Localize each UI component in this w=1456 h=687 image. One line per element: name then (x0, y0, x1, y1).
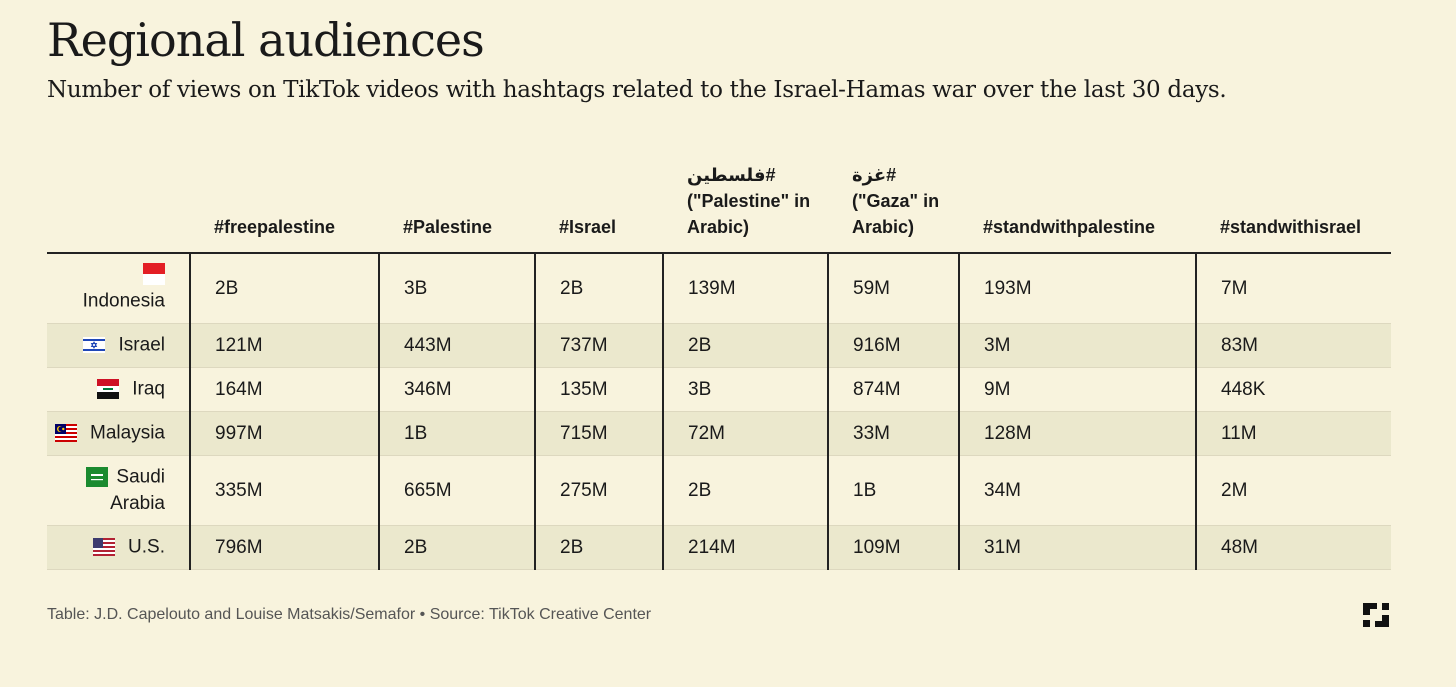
column-header: #standwithisrael (1196, 148, 1391, 254)
table-cell: 135M (534, 367, 663, 412)
header-corner (47, 148, 190, 254)
table-cell: 1B (827, 455, 959, 526)
table-cell: 193M (958, 253, 1196, 324)
saudi-arabia-flag-icon (86, 466, 109, 487)
table-cell: 3B (378, 253, 535, 324)
header-row: #freepalestine #Palestine #Israel #فلسطي… (47, 148, 1391, 254)
israel-flag-icon (83, 337, 106, 354)
table-row: Saudi Arabia 335M 665M 275M 2B 1B 34M 2M (47, 455, 1391, 526)
table-cell: 2B (189, 253, 379, 324)
table-cell: 796M (189, 525, 379, 570)
column-header: #Israel (535, 148, 663, 254)
table-cell: 3M (958, 323, 1196, 368)
table-cell: 11M (1195, 411, 1391, 456)
table-cell: 9M (958, 367, 1196, 412)
table-cell: 2M (1195, 455, 1391, 526)
table-cell: 83M (1195, 323, 1391, 368)
malaysia-flag-icon (54, 424, 77, 443)
table-row: Iraq 164M 346M 135M 3B 874M 9M 448K (47, 367, 1391, 412)
table-cell: 443M (378, 323, 535, 368)
column-header: #فلسطين ("Palestine" in Arabic) (663, 148, 828, 254)
table-row: Israel 121M 443M 737M 2B 916M 3M 83M (47, 323, 1391, 368)
column-header: #standwithpalestine (959, 148, 1196, 254)
table-cell: 2B (378, 525, 535, 570)
row-label: Saudi Arabia (47, 455, 190, 526)
table-cell: 874M (827, 367, 959, 412)
table-cell: 34M (958, 455, 1196, 526)
row-label: U.S. (47, 525, 190, 570)
table-cell: 665M (378, 455, 535, 526)
table-cell: 1B (378, 411, 535, 456)
semafor-logo-icon (1361, 600, 1391, 630)
data-table: #freepalestine #Palestine #Israel #فلسطي… (47, 148, 1391, 570)
table-cell: 997M (189, 411, 379, 456)
table-cell: 2B (534, 253, 663, 324)
table-cell: 916M (827, 323, 959, 368)
table-cell: 346M (378, 367, 535, 412)
column-header: #Palestine (379, 148, 535, 254)
row-label: Iraq (47, 367, 190, 412)
table-cell: 31M (958, 525, 1196, 570)
table-cell: 33M (827, 411, 959, 456)
row-label: Malaysia (47, 411, 190, 456)
table-row: Malaysia 997M 1B 715M 72M 33M 128M 11M (47, 411, 1391, 456)
table-cell: 715M (534, 411, 663, 456)
chart-subtitle: Number of views on TikTok videos with ha… (47, 77, 1227, 103)
column-header: #freepalestine (190, 148, 379, 254)
source-credit: Table: J.D. Capelouto and Louise Matsaki… (47, 606, 652, 623)
table-cell: 7M (1195, 253, 1391, 324)
table-cell: 128M (958, 411, 1196, 456)
table-cell: 109M (827, 525, 959, 570)
row-label: Israel (47, 323, 190, 368)
table-cell: 72M (662, 411, 828, 456)
iraq-flag-icon (96, 379, 119, 400)
indonesia-flag-icon (143, 262, 165, 285)
table-cell: 164M (189, 367, 379, 412)
column-header: #غزة ("Gaza" in Arabic) (828, 148, 959, 254)
table-cell: 2B (662, 455, 828, 526)
table-cell: 48M (1195, 525, 1391, 570)
table-cell: 335M (189, 455, 379, 526)
us-flag-icon (92, 538, 115, 557)
table-cell: 275M (534, 455, 663, 526)
table-cell: 2B (534, 525, 663, 570)
table-cell: 59M (827, 253, 959, 324)
table-cell: 121M (189, 323, 379, 368)
table-cell: 139M (662, 253, 828, 324)
row-label: Indonesia (47, 253, 190, 324)
table-cell: 3B (662, 367, 828, 412)
table-cell: 214M (662, 525, 828, 570)
table-row: Indonesia 2B 3B 2B 139M 59M 193M 7M (47, 253, 1391, 324)
table-row: U.S. 796M 2B 2B 214M 109M 31M 48M (47, 525, 1391, 570)
chart-title: Regional audiences (47, 13, 485, 67)
table-cell: 448K (1195, 367, 1391, 412)
table-cell: 2B (662, 323, 828, 368)
table-cell: 737M (534, 323, 663, 368)
